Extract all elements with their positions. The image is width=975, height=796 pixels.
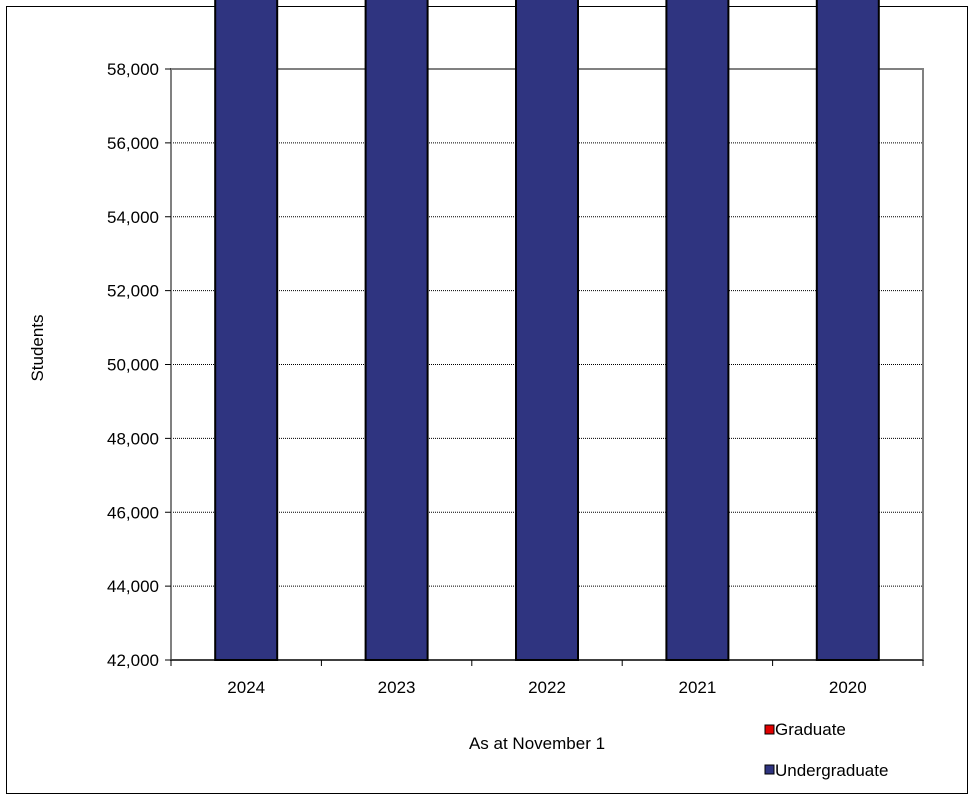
legend-item-graduate: Graduate xyxy=(764,720,846,739)
y-tick-label: 52,000 xyxy=(107,282,159,301)
x-tick-label: 2023 xyxy=(378,678,416,697)
x-axis-title: As at November 1 xyxy=(469,734,605,753)
bar-undergraduate-2020 xyxy=(815,0,880,661)
y-tick-label: 58,000 xyxy=(107,60,159,79)
axes xyxy=(165,68,924,666)
y-tick-label: 46,000 xyxy=(107,503,159,522)
x-tick-label: 2024 xyxy=(227,678,265,697)
x-tick-label: 2020 xyxy=(829,678,867,697)
legend: Graduate Undergraduate xyxy=(764,720,888,780)
x-tick-label: 2021 xyxy=(678,678,716,697)
x-tick-labels: 2024 2023 2022 2021 2020 xyxy=(227,678,866,697)
y-tick-label: 54,000 xyxy=(107,208,159,227)
bar-undergraduate-2022 xyxy=(515,0,579,661)
legend-swatch-graduate xyxy=(764,724,775,735)
bar-undergraduate-2023 xyxy=(364,0,429,661)
y-tick-labels: 42,000 44,000 46,000 48,000 50,000 52,000 54,0… xyxy=(107,60,159,670)
legend-label-undergraduate: Undergraduate xyxy=(775,761,888,780)
legend-item-undergraduate: Undergraduate xyxy=(764,761,888,780)
bars xyxy=(214,0,880,661)
y-axis-title: Students xyxy=(28,314,47,381)
chart-frame xyxy=(6,6,968,794)
y-tick-label: 50,000 xyxy=(107,356,159,375)
bar-undergraduate-2024 xyxy=(214,0,279,661)
y-tick-label: 42,000 xyxy=(107,651,159,670)
bar-undergraduate-2021 xyxy=(665,0,730,661)
x-tick-label: 2022 xyxy=(528,678,566,697)
legend-swatch-undergraduate xyxy=(764,764,775,775)
y-tick-label: 44,000 xyxy=(107,577,159,596)
y-tick-label: 48,000 xyxy=(107,429,159,448)
legend-label-graduate: Graduate xyxy=(775,720,846,739)
y-tick-label: 56,000 xyxy=(107,134,159,153)
